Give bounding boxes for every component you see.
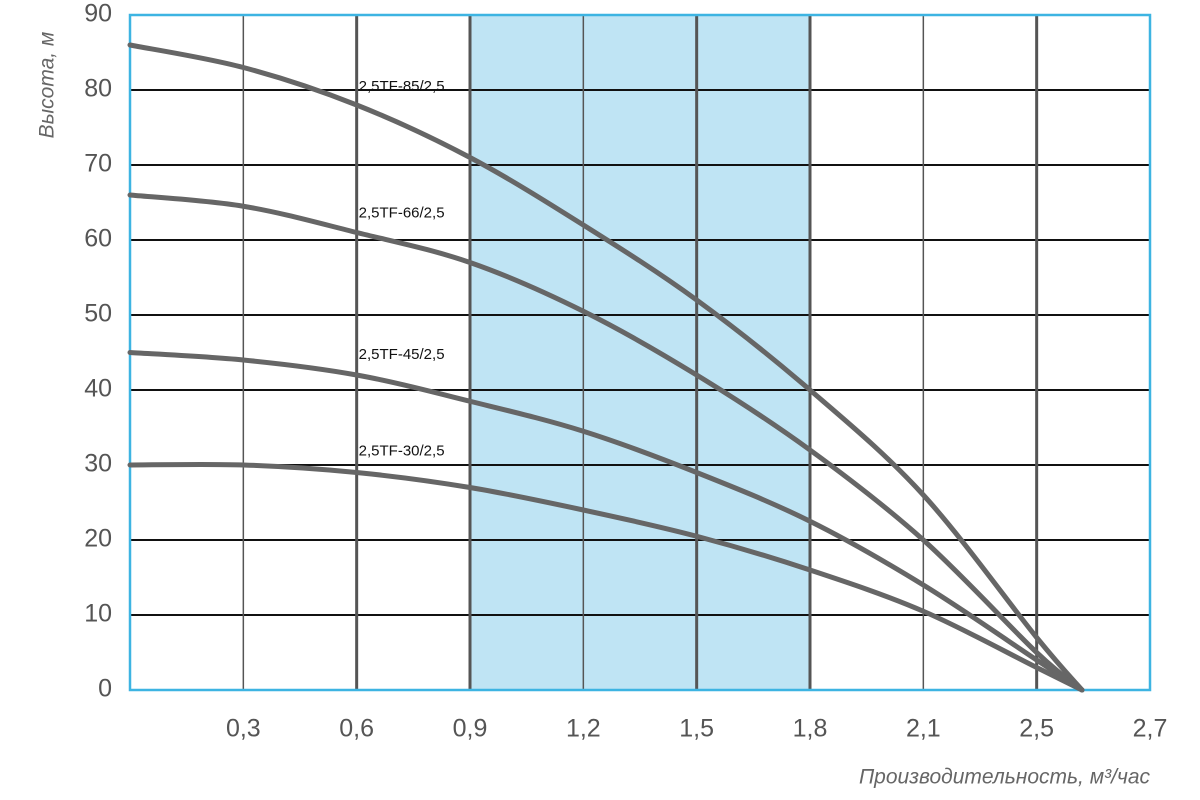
series-line: [127, 192, 1085, 693]
series-line: [127, 350, 1085, 693]
x-tick-label: 0,6: [339, 715, 374, 743]
y-tick-label: 30: [84, 450, 112, 478]
y-tick-label: 90: [84, 0, 112, 28]
y-tick-label: 20: [84, 525, 112, 553]
x-tick-label: 1,2: [566, 715, 601, 743]
x-tick-label: 2,5: [1019, 715, 1054, 743]
y-tick-label: 10: [84, 600, 112, 628]
y-tick-label: 0: [98, 675, 112, 703]
x-tick-label: 2,1: [906, 715, 941, 743]
y-axis-title: Высота, м: [36, 32, 59, 139]
y-tick-label: 50: [84, 300, 112, 328]
series-label: 2,5TF-85/2,5: [359, 78, 445, 95]
x-tick-label: 1,5: [679, 715, 714, 743]
series-line: [127, 42, 1085, 693]
series-label: 2,5TF-45/2,5: [359, 346, 445, 363]
x-tick-label: 0,9: [453, 715, 488, 743]
y-tick-label: 80: [84, 75, 112, 103]
x-tick-label: 0,3: [226, 715, 261, 743]
y-tick-label: 60: [84, 225, 112, 253]
shaded-range: [470, 15, 810, 690]
y-tick-label: 70: [84, 150, 112, 178]
series-label: 2,5TF-66/2,5: [359, 204, 445, 221]
series-label: 2,5TF-30/2,5: [359, 442, 445, 459]
x-axis-title: Производительность, м³/час: [859, 766, 1151, 789]
y-tick-label: 40: [84, 375, 112, 403]
x-tick-label: 2,7: [1133, 715, 1168, 743]
series-line: [127, 461, 1085, 693]
x-tick-label: 1,8: [793, 715, 828, 743]
